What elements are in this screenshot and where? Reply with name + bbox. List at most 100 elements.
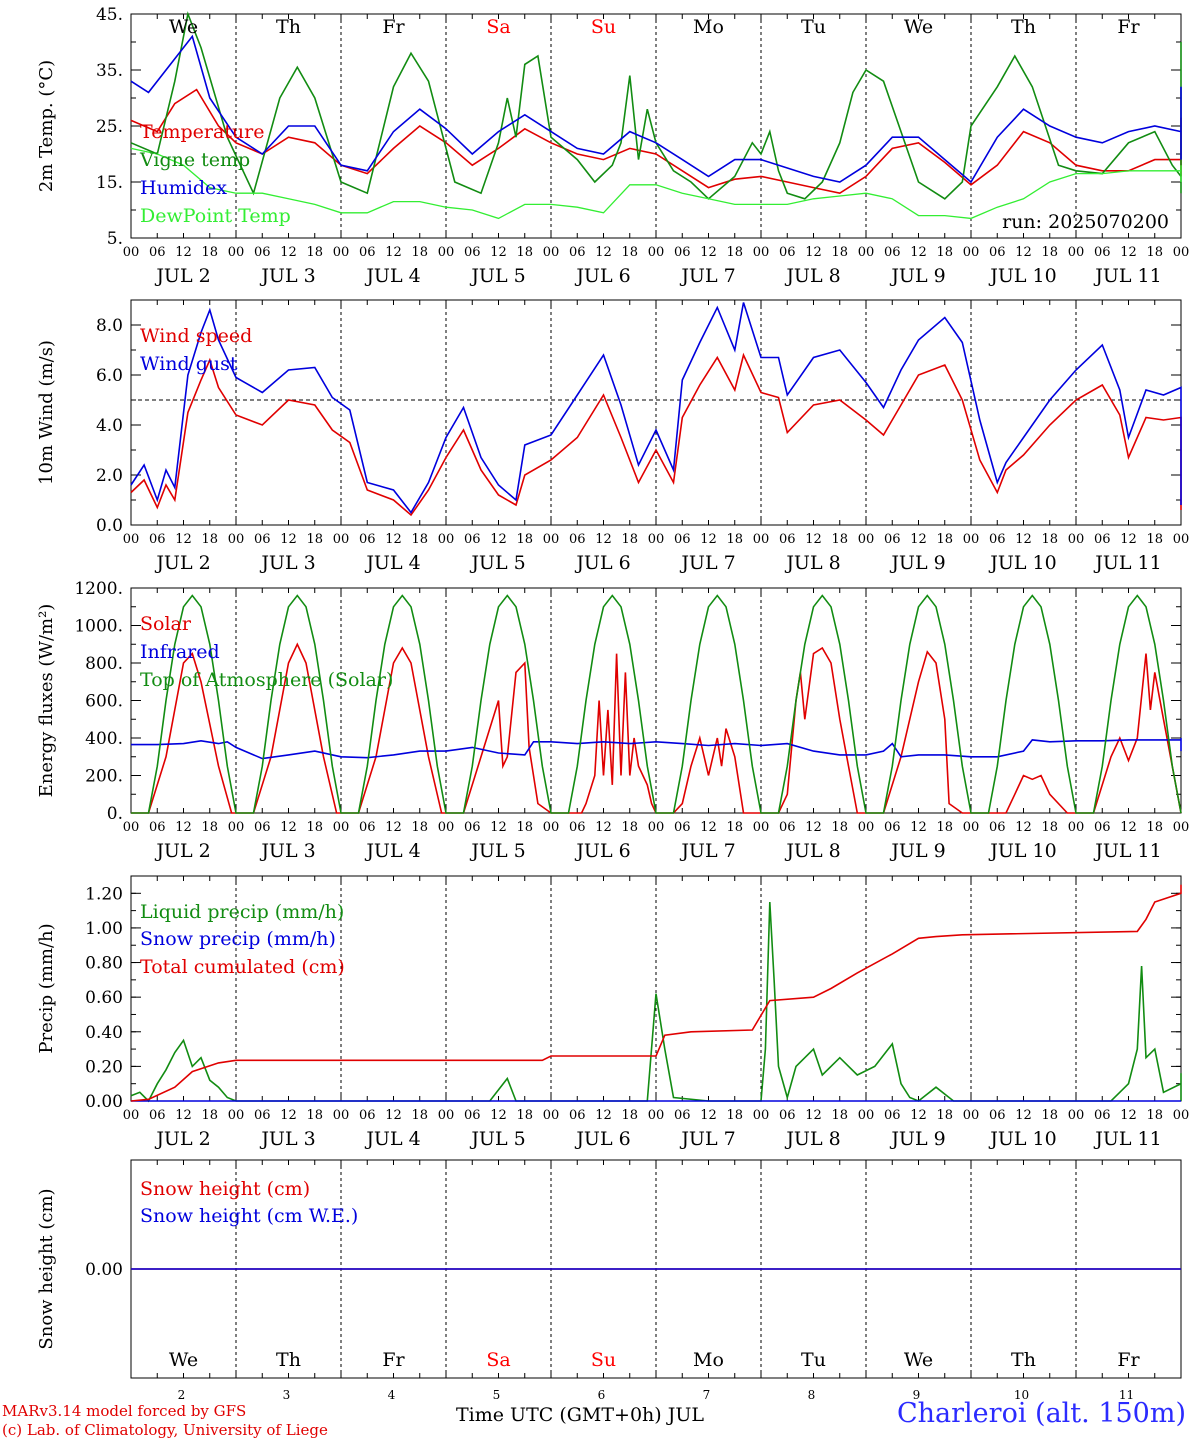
hour-label: 06 bbox=[149, 1108, 166, 1123]
legend-entry: Liquid precip (mm/h) bbox=[140, 901, 344, 923]
hour-label: 00 bbox=[753, 532, 770, 547]
hour-label: 18 bbox=[831, 245, 848, 260]
panel-3 bbox=[130, 587, 1182, 814]
weekday-label: Su bbox=[591, 1349, 616, 1371]
legend-entry: Vigne temp bbox=[139, 149, 250, 171]
hour-label: 00 bbox=[438, 820, 455, 835]
y-tick-label: 600. bbox=[85, 692, 123, 712]
hour-label: 18 bbox=[831, 1108, 848, 1123]
weekday-label: Mo bbox=[693, 1349, 724, 1371]
hour-label: 00 bbox=[858, 245, 875, 260]
weekday-label: We bbox=[169, 16, 198, 38]
hour-label: 06 bbox=[674, 1108, 691, 1123]
date-label: JUL 7 bbox=[679, 840, 735, 862]
hour-label: 06 bbox=[1094, 1108, 1111, 1123]
day-number: 4 bbox=[388, 1388, 396, 1402]
series-line bbox=[130, 302, 1182, 514]
y-tick-label: 8.0 bbox=[96, 316, 123, 336]
weekday-label: We bbox=[904, 1349, 933, 1371]
hour-label: 06 bbox=[884, 245, 901, 260]
date-label: JUL 9 bbox=[889, 840, 945, 862]
weekday-label: We bbox=[169, 1349, 198, 1371]
hour-label: 12 bbox=[490, 820, 507, 835]
weekday-label: Tu bbox=[801, 1349, 826, 1371]
hour-label: 18 bbox=[936, 1108, 953, 1123]
y-tick-label: 15. bbox=[96, 173, 123, 193]
hour-label: 12 bbox=[1015, 820, 1032, 835]
date-label: JUL 10 bbox=[988, 840, 1056, 862]
hour-label: 18 bbox=[621, 532, 638, 547]
hour-label: 18 bbox=[726, 1108, 743, 1123]
hour-label: 06 bbox=[884, 820, 901, 835]
hour-label: 12 bbox=[1015, 245, 1032, 260]
hour-label: 12 bbox=[805, 1108, 822, 1123]
hour-label: 00 bbox=[1068, 532, 1085, 547]
weekday-label: Su bbox=[591, 16, 616, 38]
x-axis-title: Time UTC (GMT+0h) JUL bbox=[456, 1404, 704, 1426]
panel-frame bbox=[130, 299, 1182, 526]
hour-label: 06 bbox=[779, 1108, 796, 1123]
hour-label: 18 bbox=[201, 245, 218, 260]
hour-label: 00 bbox=[333, 245, 350, 260]
date-label: JUL 4 bbox=[364, 265, 420, 287]
date-label: JUL 7 bbox=[679, 265, 735, 287]
weekday-label: Fr bbox=[382, 16, 405, 38]
y-tick-label: 0.00 bbox=[85, 1092, 123, 1112]
date-label: JUL 11 bbox=[1093, 840, 1161, 862]
hour-label: 18 bbox=[1146, 820, 1163, 835]
hour-label: 06 bbox=[569, 532, 586, 547]
hour-label: 00 bbox=[1173, 1108, 1190, 1123]
y-axis-label: 2m Temp. (°C) bbox=[36, 60, 57, 192]
hour-label: 12 bbox=[1120, 532, 1137, 547]
hour-label: 12 bbox=[385, 532, 402, 547]
series-line bbox=[130, 884, 1182, 1102]
hour-label: 12 bbox=[175, 532, 192, 547]
hour-label: 06 bbox=[674, 245, 691, 260]
date-label: JUL 7 bbox=[679, 1128, 735, 1150]
hour-label: 06 bbox=[674, 532, 691, 547]
hour-label: 12 bbox=[910, 245, 927, 260]
hour-label: 12 bbox=[805, 245, 822, 260]
hour-label: 12 bbox=[700, 1108, 717, 1123]
y-tick-label: 25. bbox=[96, 117, 123, 137]
hour-label: 12 bbox=[595, 820, 612, 835]
hour-label: 12 bbox=[805, 532, 822, 547]
y-tick-label: 6.0 bbox=[96, 366, 123, 386]
hour-label: 18 bbox=[621, 820, 638, 835]
y-tick-label: 400. bbox=[85, 729, 123, 749]
hour-label: 12 bbox=[490, 1108, 507, 1123]
date-label: JUL 2 bbox=[154, 840, 210, 862]
hour-label: 18 bbox=[1041, 532, 1058, 547]
weekday-label: We bbox=[904, 16, 933, 38]
day-number: 11 bbox=[1119, 1388, 1134, 1402]
panel-frame bbox=[130, 587, 1182, 814]
hour-label: 12 bbox=[700, 532, 717, 547]
hour-label: 06 bbox=[149, 820, 166, 835]
hour-label: 00 bbox=[963, 532, 980, 547]
hour-label: 18 bbox=[306, 1108, 323, 1123]
legend-entry: Total cumulated (cm) bbox=[140, 956, 345, 978]
series-line bbox=[130, 901, 1182, 1103]
credit-model: MARv3.14 model forced by GFS bbox=[2, 1402, 247, 1420]
hour-label: 00 bbox=[963, 820, 980, 835]
hour-label: 00 bbox=[963, 1108, 980, 1123]
hour-label: 12 bbox=[910, 1108, 927, 1123]
date-label: JUL 5 bbox=[469, 552, 525, 574]
hour-label: 00 bbox=[648, 1108, 665, 1123]
series-line bbox=[131, 642, 1182, 814]
y-tick-label: 35. bbox=[96, 61, 123, 81]
hour-label: 12 bbox=[280, 532, 297, 547]
hour-label: 12 bbox=[1120, 245, 1137, 260]
hour-label: 12 bbox=[385, 245, 402, 260]
hour-label: 12 bbox=[595, 532, 612, 547]
date-label: JUL 4 bbox=[364, 840, 420, 862]
hour-label: 18 bbox=[1041, 820, 1058, 835]
hour-label: 00 bbox=[753, 820, 770, 835]
hour-label: 00 bbox=[333, 1108, 350, 1123]
legend-entry: Infrared bbox=[140, 641, 220, 663]
date-label: JUL 5 bbox=[469, 1128, 525, 1150]
hour-label: 00 bbox=[858, 532, 875, 547]
hour-label: 18 bbox=[621, 1108, 638, 1123]
hour-label: 12 bbox=[805, 820, 822, 835]
